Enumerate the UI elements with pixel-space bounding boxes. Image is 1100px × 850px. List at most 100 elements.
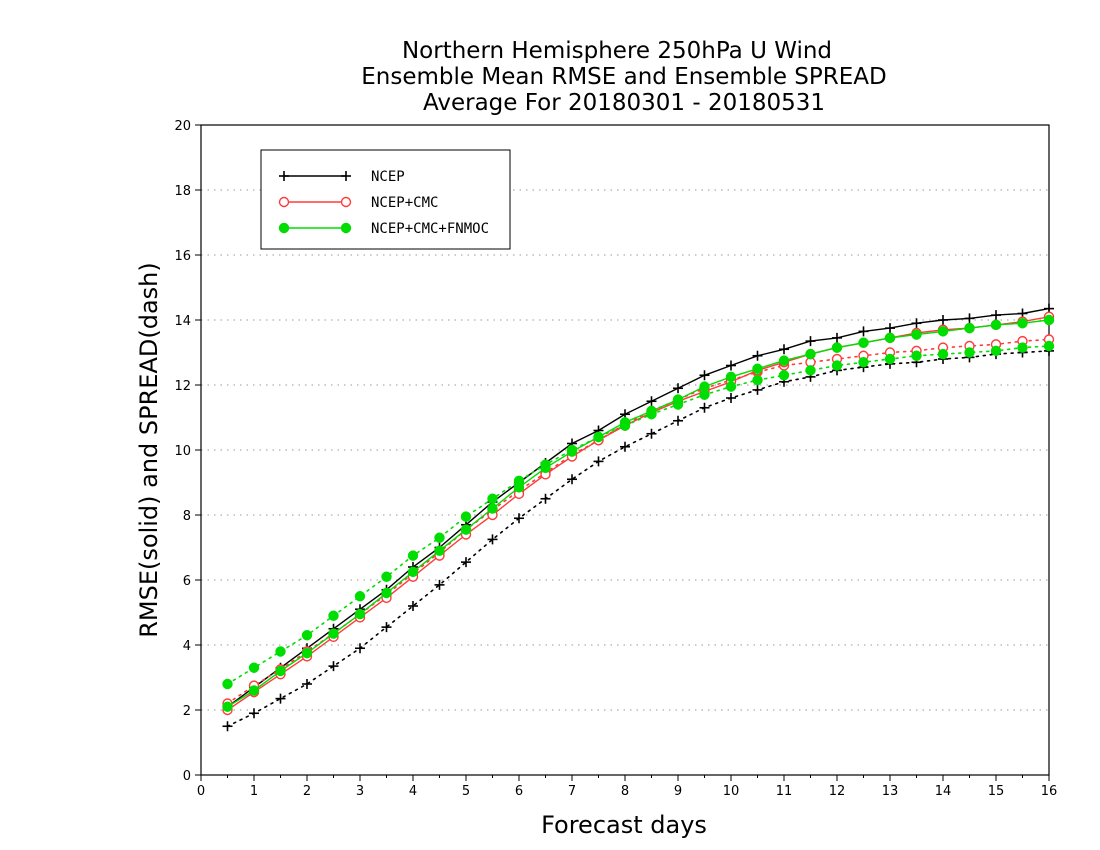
rmse-point <box>884 332 896 344</box>
title-line-2: Ensemble Mean RMSE and Ensemble SPREAD <box>361 64 886 90</box>
spread-point <box>964 347 975 358</box>
legend-marker <box>279 171 289 181</box>
legend-label: NCEP+CMC+FNMOC <box>371 221 489 237</box>
x-tick-label: 1 <box>250 784 258 799</box>
rmse-line <box>227 307 1050 708</box>
x-tick-label: 6 <box>515 784 523 799</box>
spread-point <box>831 360 843 371</box>
rmse-point <box>990 319 1002 331</box>
rmse-point <box>566 446 578 457</box>
spread-point <box>461 557 471 568</box>
rmse-point <box>885 323 895 334</box>
y-tick-label: 8 <box>183 509 191 524</box>
rmse-point <box>1043 314 1055 326</box>
legend-label: NCEP <box>371 169 405 185</box>
rmse-point <box>832 332 842 343</box>
spread-line <box>226 338 1050 705</box>
rmse-point <box>381 587 392 599</box>
rmse-point <box>328 628 339 639</box>
series-2 <box>222 311 1055 716</box>
rmse-point <box>593 431 604 443</box>
x-tick-label: 16 <box>1041 784 1058 799</box>
spread-point <box>858 357 869 368</box>
spread-point <box>302 679 312 689</box>
rmse-point <box>858 326 869 337</box>
rmse-point <box>672 394 684 405</box>
legend-item: NCEP <box>279 169 405 185</box>
rmse-point <box>964 313 975 324</box>
spread-point <box>460 511 472 522</box>
title-line-1: Northern Hemisphere 250hPa U Wind <box>402 38 832 64</box>
rmse-line <box>227 316 1050 711</box>
x-tick-label: 11 <box>776 784 793 799</box>
x-tick-label: 7 <box>568 784 576 799</box>
rmse-point <box>646 405 657 417</box>
spread-point <box>328 661 339 672</box>
legend-item: NCEP+CMC <box>278 195 438 211</box>
legend-marker <box>340 196 352 208</box>
y-tick-label: 0 <box>183 769 191 784</box>
rmse-point <box>540 462 551 474</box>
legend-label: NCEP+CMC <box>371 195 438 211</box>
spread-point <box>328 610 339 621</box>
spread-point <box>752 374 763 386</box>
rmse-point <box>726 360 736 371</box>
x-tick-label: 2 <box>303 784 311 799</box>
spread-point <box>487 534 498 545</box>
x-tick-label: 9 <box>674 784 682 799</box>
y-tick-label: 6 <box>183 574 191 589</box>
rmse-point <box>752 350 763 361</box>
spread-point <box>725 381 737 392</box>
y-tick-label: 2 <box>183 704 191 719</box>
series-group <box>222 303 1055 732</box>
legend-item: NCEP+CMC+FNMOC <box>278 221 489 237</box>
x-tick-label: 10 <box>723 784 740 799</box>
y-tick-label: 16 <box>174 249 191 264</box>
rmse-point <box>275 665 286 677</box>
spread-point <box>540 493 551 504</box>
rmse-point <box>487 503 498 514</box>
spread-point <box>752 384 763 395</box>
chart-title: Northern Hemisphere 250hPa U Wind Ensemb… <box>361 38 886 116</box>
spread-point <box>222 678 233 690</box>
legend: NCEP NCEP+CMC NCEP+CMC+FNMOC <box>260 149 511 250</box>
legend-marker <box>278 222 290 234</box>
rmse-line <box>227 319 1050 708</box>
x-tick-label: 4 <box>409 784 417 799</box>
legend-marker <box>340 222 352 234</box>
spread-point <box>805 365 816 376</box>
spread-point <box>249 708 259 719</box>
spread-point <box>354 591 366 602</box>
spread-point <box>990 345 1002 357</box>
rmse-point <box>937 326 949 337</box>
spread-point <box>301 630 313 641</box>
legend-entries: NCEP NCEP+CMC NCEP+CMC+FNMOC <box>278 169 489 237</box>
spread-point <box>1043 340 1055 352</box>
y-tick-label: 18 <box>174 184 191 199</box>
rmse-point <box>1017 318 1028 329</box>
rmse-point <box>858 337 869 348</box>
rmse-point <box>301 647 313 659</box>
spread-point <box>911 350 922 361</box>
rmse-point <box>991 310 1001 321</box>
spread-point <box>593 456 604 467</box>
rmse-point <box>619 417 631 428</box>
rmse-point <box>354 608 366 620</box>
rmse-point <box>222 701 233 712</box>
spread-point <box>726 393 736 403</box>
x-tick-label: 3 <box>356 784 364 799</box>
x-axis-label: Forecast days <box>541 811 707 839</box>
spread-point <box>487 493 498 504</box>
x-tick-label: 12 <box>829 784 846 799</box>
y-tick-label: 4 <box>183 639 191 654</box>
rmse-point <box>805 336 816 347</box>
y-tick-label: 14 <box>174 314 191 329</box>
x-tick-label: 5 <box>462 784 470 799</box>
rmse-point <box>460 524 472 535</box>
rmse-point <box>964 322 975 334</box>
rmse-point <box>779 344 789 355</box>
spread-point <box>514 513 524 524</box>
rmse-point <box>911 329 922 340</box>
x-tick-label: 14 <box>935 784 952 799</box>
